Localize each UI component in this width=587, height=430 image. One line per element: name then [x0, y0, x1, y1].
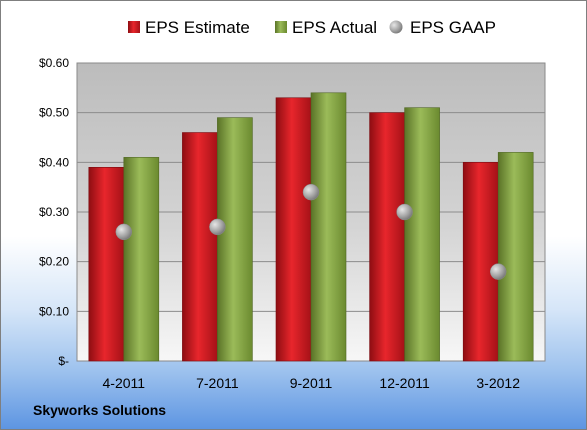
x-tick-label: 9-2011: [290, 375, 333, 391]
bar-eps-actual-7-2011: [217, 117, 253, 362]
x-axis-ticks: 4-2011 7-2011 9-2011 12-2011 3-2012: [103, 375, 521, 391]
bar-eps-estimate-9-2011: [275, 97, 312, 362]
y-tick-label: $0.40: [39, 155, 69, 169]
company-name: Skyworks Solutions: [33, 402, 167, 418]
marker-eps-gaap-12-2011: [396, 203, 413, 221]
bar-eps-actual-12-2011: [404, 107, 440, 362]
bar-eps-actual-9-2011: [310, 92, 347, 362]
legend-swatch-eps-actual: [275, 21, 287, 33]
gaap-markers: [115, 183, 507, 280]
marker-eps-gaap-3-2012: [489, 263, 507, 280]
y-tick-label: $0.20: [39, 255, 69, 269]
legend-label-eps-gaap: EPS GAAP: [410, 18, 496, 37]
bar-eps-actual-4-2011: [123, 157, 160, 362]
y-tick-label: $0.60: [39, 56, 69, 70]
legend-swatch-eps-estimate: [128, 21, 140, 33]
marker-eps-gaap-7-2011: [209, 218, 226, 236]
legend: EPS Estimate EPS Actual EPS GAAP: [128, 18, 496, 37]
y-axis-ticks: $- $0.10 $0.20 $0.30 $0.40 $0.50 $0.60: [39, 56, 69, 368]
bar-eps-estimate-4-2011: [88, 167, 125, 362]
x-tick-label: 12-2011: [379, 375, 430, 391]
y-tick-label: $0.30: [39, 205, 69, 219]
x-tick-label: 7-2011: [196, 375, 239, 391]
x-tick-label: 3-2012: [476, 375, 520, 391]
legend-label-eps-actual: EPS Actual: [292, 18, 377, 37]
bar-eps-estimate-12-2011: [369, 112, 405, 362]
x-tick-label: 4-2011: [103, 375, 146, 391]
y-tick-label: $-: [58, 354, 69, 368]
bar-eps-estimate-3-2012: [462, 162, 499, 362]
marker-eps-gaap-4-2011: [115, 223, 133, 241]
legend-swatch-eps-gaap: [389, 20, 403, 34]
bars: [88, 92, 534, 362]
bar-eps-estimate-7-2011: [182, 132, 218, 362]
bar-eps-actual-3-2012: [497, 152, 534, 362]
marker-eps-gaap-9-2011: [302, 183, 320, 201]
legend-label-eps-estimate: EPS Estimate: [145, 18, 250, 37]
y-tick-label: $0.50: [39, 106, 69, 120]
y-tick-label: $0.10: [39, 304, 69, 318]
